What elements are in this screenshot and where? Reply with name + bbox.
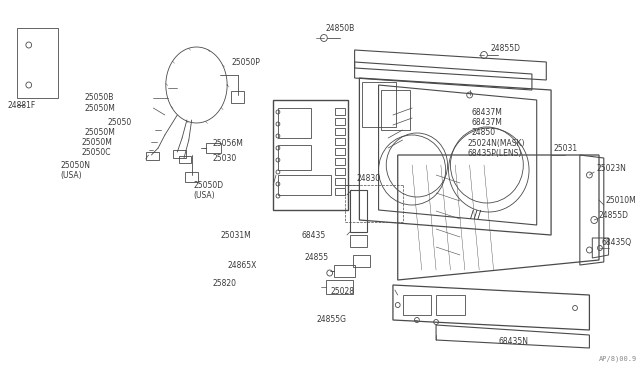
- Text: 25050B: 25050B: [84, 93, 114, 102]
- Bar: [335, 148, 345, 155]
- Text: 25050M: 25050M: [81, 138, 113, 147]
- Text: 25028: 25028: [331, 288, 355, 296]
- Text: 68435P(LENS): 68435P(LENS): [468, 148, 522, 157]
- Text: ///: ///: [470, 210, 481, 220]
- Text: 24865X: 24865X: [227, 260, 257, 269]
- Text: (USA): (USA): [60, 170, 82, 180]
- Bar: [278, 145, 312, 170]
- Bar: [335, 178, 345, 185]
- Text: 68437M: 68437M: [472, 108, 502, 116]
- Text: 25050D: 25050D: [193, 180, 224, 189]
- Text: 24830: 24830: [356, 173, 381, 183]
- Bar: [326, 280, 353, 294]
- Text: (USA): (USA): [193, 190, 215, 199]
- Text: 25024N(MASK): 25024N(MASK): [468, 138, 525, 148]
- Text: 24855D: 24855D: [491, 44, 521, 52]
- Text: 68435Q: 68435Q: [602, 237, 632, 247]
- Bar: [350, 235, 367, 247]
- Text: AP/8)00.9: AP/8)00.9: [599, 356, 637, 362]
- Bar: [146, 152, 159, 160]
- Bar: [185, 172, 198, 182]
- Text: 24881F: 24881F: [8, 100, 36, 109]
- Text: 25031: 25031: [554, 144, 578, 153]
- Bar: [403, 295, 431, 315]
- Text: 25031M: 25031M: [220, 231, 251, 240]
- Text: 24850: 24850: [472, 128, 495, 137]
- Text: 25023N: 25023N: [596, 164, 626, 173]
- Bar: [353, 255, 370, 267]
- Bar: [362, 82, 396, 127]
- Text: 25056M: 25056M: [212, 138, 244, 148]
- Text: 25030: 25030: [212, 154, 237, 163]
- Bar: [436, 295, 465, 315]
- Bar: [335, 168, 345, 175]
- Text: 68435: 68435: [302, 231, 326, 240]
- Text: 24855D: 24855D: [599, 211, 629, 219]
- Text: 24855G: 24855G: [316, 315, 346, 324]
- Bar: [350, 190, 367, 232]
- Text: 68435N: 68435N: [499, 337, 529, 346]
- Bar: [231, 91, 244, 103]
- Bar: [278, 175, 331, 195]
- Text: 25050P: 25050P: [232, 58, 261, 67]
- Bar: [335, 128, 345, 135]
- Bar: [17, 28, 58, 98]
- Text: 25820: 25820: [212, 279, 237, 288]
- Text: 25050: 25050: [108, 118, 132, 126]
- Text: 25050M: 25050M: [84, 103, 115, 112]
- Text: 24855: 24855: [305, 253, 329, 263]
- Text: 25050N: 25050N: [60, 160, 90, 170]
- Bar: [173, 150, 186, 158]
- Bar: [335, 138, 345, 145]
- Bar: [333, 265, 355, 277]
- Text: 25050C: 25050C: [81, 148, 111, 157]
- Text: 25050M: 25050M: [84, 128, 115, 137]
- Bar: [335, 188, 345, 195]
- Bar: [273, 100, 348, 210]
- Bar: [206, 143, 221, 153]
- Bar: [335, 118, 345, 125]
- Bar: [381, 90, 410, 130]
- Bar: [335, 158, 345, 165]
- Bar: [179, 156, 191, 163]
- Text: 25010M: 25010M: [605, 196, 636, 205]
- Bar: [278, 108, 312, 138]
- Text: 24850B: 24850B: [326, 23, 355, 32]
- Text: 68437M: 68437M: [472, 118, 502, 126]
- Bar: [335, 108, 345, 115]
